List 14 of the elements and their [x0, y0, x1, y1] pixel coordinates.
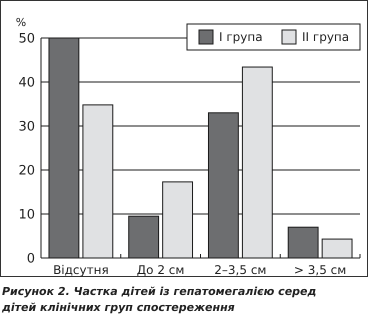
y-tick-label: 30	[18, 120, 35, 135]
x-tick-label: > 3,5 см	[294, 263, 346, 277]
y-tick-label: 0	[26, 252, 35, 267]
x-tick-label: Відсутня	[53, 263, 109, 277]
x-tick-label: 2–3,5 см	[214, 263, 266, 277]
legend-label: II група	[302, 30, 350, 44]
x-tick-label: До 2 см	[136, 263, 184, 277]
y-tick-label: 40	[18, 76, 35, 91]
y-tick-label: 20	[18, 164, 35, 179]
y-axis-title: %	[16, 16, 26, 29]
y-tick-label: 10	[18, 208, 35, 223]
text: Рисунок 2. Частка дітей із гепатомегалією серед дітей клінічних груп спостереження	[1, 285, 316, 314]
y-tick-label: 50	[18, 32, 35, 47]
legend-label: I група	[219, 30, 263, 44]
